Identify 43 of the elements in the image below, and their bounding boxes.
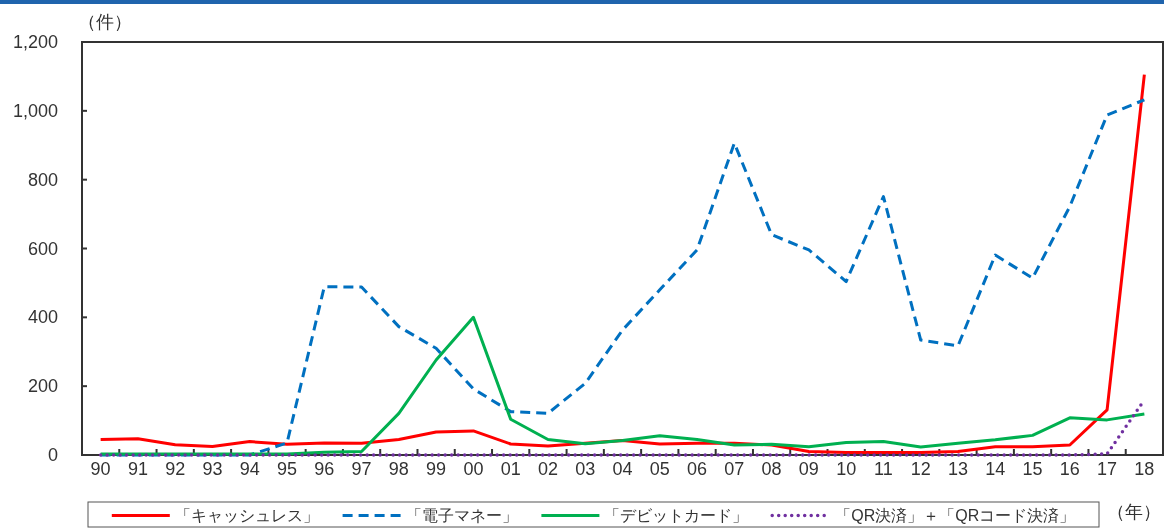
x-tick-label: 08	[761, 459, 782, 479]
y-axis-title: （件）	[78, 12, 132, 32]
x-tick-label: 14	[985, 459, 1006, 479]
line-series	[99, 315, 1146, 456]
x-tick-label: 92	[165, 459, 186, 479]
y-tick-label: 0	[47, 445, 58, 465]
x-tick-label: 03	[575, 459, 596, 479]
y-tick-label: 800	[27, 169, 58, 190]
y-tick-label: 1,000	[12, 100, 58, 121]
legend-label: 「電子マネー」	[405, 507, 518, 524]
y-tick-label: 1,200	[12, 32, 58, 52]
x-tick-label: 18	[1134, 459, 1155, 479]
x-tick-label: 09	[798, 459, 819, 479]
legend-label: 「デビットカード」	[604, 507, 749, 524]
x-tick-label: 13	[947, 459, 968, 479]
x-tick-label: 98	[388, 459, 409, 479]
x-tick-label: 91	[127, 459, 148, 479]
x-tick-label: 90	[90, 459, 111, 479]
y-tick-label: 400	[27, 307, 58, 328]
x-tick-label: 04	[612, 459, 633, 479]
legend-label: 「QR決済」＋「QRコード決済」	[835, 507, 1076, 524]
x-tick-label: 95	[277, 459, 298, 479]
x-tick-label: 17	[1097, 459, 1118, 479]
y-tick-label: 200	[27, 376, 58, 397]
x-tick-label: 11	[874, 459, 893, 479]
x-tick-label: 07	[724, 459, 745, 479]
x-tick-label: 06	[687, 459, 708, 479]
x-tick-label: 12	[910, 459, 931, 479]
x-tick-label: 97	[351, 459, 372, 479]
y-tick-label: 600	[27, 238, 58, 259]
x-tick-label: 00	[463, 459, 484, 479]
x-tick-label: 99	[426, 459, 447, 479]
x-tick-label: 10	[836, 459, 857, 479]
x-tick-label: 15	[1022, 459, 1043, 479]
x-tick-label: 94	[239, 459, 260, 479]
x-tick-label: 96	[314, 459, 335, 479]
x-tick-label: 16	[1059, 459, 1080, 479]
x-tick-label: 01	[500, 459, 521, 479]
x-tick-label: 93	[202, 459, 223, 479]
x-tick-label: 05	[649, 459, 670, 479]
x-tick-label: 02	[537, 459, 558, 479]
x-axis-title: （年）	[1107, 502, 1161, 522]
legend-label: 「キャッシュレス」	[174, 507, 319, 524]
